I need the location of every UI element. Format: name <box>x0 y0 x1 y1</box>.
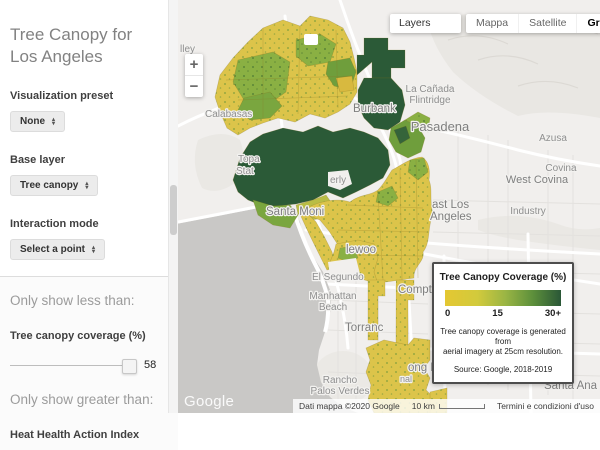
choropleth-griffith <box>357 77 406 131</box>
dropdown-arrows-icon: ▴ ▾ <box>52 116 56 127</box>
slider-value: 58 <box>144 359 157 371</box>
map-label: Covina <box>545 163 577 174</box>
terrain-shading <box>194 13 600 405</box>
map-label: El Segundo <box>312 272 364 283</box>
beach-strip <box>292 211 331 333</box>
sidebar-scrollbar[interactable] <box>168 0 178 413</box>
legend-color-ramp <box>445 290 561 306</box>
zoom-in-button[interactable]: + <box>189 56 199 73</box>
map-label: Santa Moni <box>266 206 324 218</box>
map-label: Beach <box>319 302 347 313</box>
map-label: Stat <box>236 166 254 177</box>
map-label: lewoo <box>346 244 376 256</box>
greater-than-heading: Only show greater than: <box>10 392 154 407</box>
map-label: Manhattan <box>309 291 356 302</box>
map-graphics: lley Calabasas Topa Stat Burbank La Caña… <box>178 0 600 413</box>
map-label: Azusa <box>539 133 567 144</box>
zoom-out-button[interactable]: − <box>189 78 199 95</box>
terms-link[interactable]: Termini e condizioni d'uso <box>490 399 600 413</box>
map-label: Topa <box>238 154 260 165</box>
legend-tick-min: 0 <box>445 308 451 319</box>
filters-section: Only show less than: Tree canopy coverag… <box>0 276 178 450</box>
scale-control: 10 km <box>405 399 491 413</box>
legend-tick-mid: 15 <box>492 308 503 319</box>
divider <box>185 75 203 76</box>
choropleth-strip-west <box>367 279 386 341</box>
interaction-mode-label: Interaction mode <box>10 218 99 230</box>
map-label: La Cañada <box>406 84 455 95</box>
legend-tick-max: 30+ <box>544 308 561 319</box>
zoom-control: + − <box>185 54 203 97</box>
base-layer-value: Tree canopy <box>20 180 79 191</box>
interaction-mode-select[interactable]: Select a point ▴ ▾ <box>10 239 106 260</box>
base-layer-label: Base layer <box>10 154 66 166</box>
map-attribution: Dati mappa ©2020 Google 10 km Termini e … <box>293 399 600 413</box>
map-label: West Covina <box>506 174 569 186</box>
visualization-preset-select[interactable]: None ▴ ▾ <box>10 111 66 132</box>
visualization-preset-label: Visualization preset <box>10 90 114 102</box>
map-canvas[interactable]: lley Calabasas Topa Stat Burbank La Caña… <box>178 0 600 413</box>
map-label: ast Los <box>432 199 469 211</box>
scrollbar-thumb[interactable] <box>170 185 177 235</box>
legend-description: Tree canopy coverage is generated from a… <box>440 327 566 356</box>
map-type-satellite[interactable]: Satellite <box>519 14 578 33</box>
layers-button[interactable]: Layers <box>390 14 461 33</box>
map-type-switcher: Mappa Satellite Grey <box>466 14 600 33</box>
tree-canopy-coverage-label: Tree canopy coverage (%) <box>10 330 146 342</box>
map-label: Palos Verdes <box>311 386 370 397</box>
map-label: lley <box>180 44 195 55</box>
base-layer-select[interactable]: Tree canopy ▴ ▾ <box>10 175 99 196</box>
map-label: Rancho <box>323 375 358 386</box>
slider-handle[interactable] <box>122 359 137 374</box>
legend-source: Source: Google, 2018-2019 <box>453 365 553 374</box>
scale-bar <box>438 403 485 409</box>
google-logo: Google <box>184 393 235 410</box>
choropleth-central-la <box>299 156 434 283</box>
interaction-mode-value: Select a point <box>20 244 86 255</box>
page-title: Tree Canopy for Los Angeles <box>10 25 133 66</box>
legend-card: Tree Canopy Coverage (%) 0 15 30+ Tree c… <box>432 262 574 384</box>
choropleth-harbor <box>365 337 435 413</box>
map-label: Calabasas <box>205 109 252 120</box>
legend-ticks: 0 15 30+ <box>445 308 561 319</box>
less-than-heading: Only show less than: <box>10 293 135 308</box>
visualization-preset-value: None <box>20 116 45 127</box>
map-labels: lley Calabasas Topa Stat Burbank La Caña… <box>179 43 599 398</box>
legend-title: Tree Canopy Coverage (%) <box>439 272 567 283</box>
choropleth-layer[interactable] <box>214 15 448 413</box>
map-data-credit: Dati mappa ©2020 Google <box>293 399 406 413</box>
map-label: Angeles <box>430 211 472 223</box>
ocean <box>178 202 358 413</box>
map-type-mappa[interactable]: Mappa <box>466 14 520 33</box>
map-label: Burbank <box>353 103 396 115</box>
map-label: erly <box>330 175 346 186</box>
map-label: Industry <box>510 206 546 217</box>
sidebar: Tree Canopy for Los Angeles Visualizatio… <box>0 0 178 450</box>
map-label: Pasadena <box>411 119 470 134</box>
heat-health-action-index-label: Heat Health Action Index <box>10 429 140 441</box>
map-label: Flintridge <box>409 95 451 106</box>
scale-label: 10 km <box>411 401 435 411</box>
dropdown-arrows-icon: ▴ ▾ <box>85 180 89 191</box>
map-type-grey[interactable]: Grey <box>587 17 600 29</box>
dropdown-arrows-icon: ▴ ▾ <box>92 244 96 255</box>
map-label: Torranc <box>345 322 384 334</box>
slider-track[interactable] <box>10 365 136 366</box>
map-label: nal <box>400 374 412 384</box>
tree-canopy-coverage-slider: 58 <box>10 358 164 374</box>
